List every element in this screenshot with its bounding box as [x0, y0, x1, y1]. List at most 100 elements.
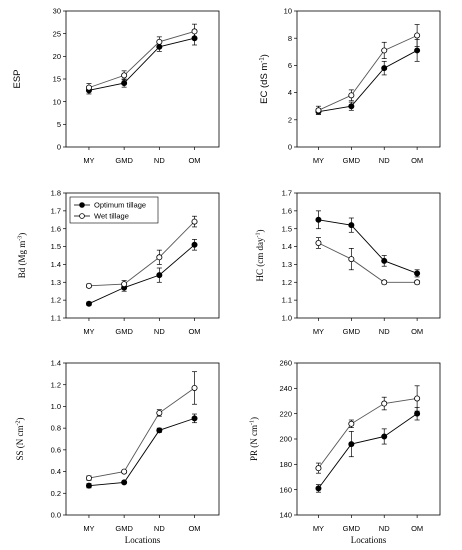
optimum-tillage-data-point [381, 433, 388, 440]
legend-box [69, 196, 159, 224]
wet-tillage-series-line [318, 398, 418, 469]
optimum-tillage-data-point [191, 415, 198, 422]
optimum-tillage-data-point [156, 427, 163, 434]
y-tick-label: 1.7 [282, 189, 292, 198]
x-tick-label: GMD [115, 327, 133, 336]
x-tick-label: MY [83, 524, 94, 533]
y-tick-label: 20 [53, 52, 61, 61]
y-tick-label: 1.2 [51, 380, 61, 389]
optimum-tillage-data-point [121, 479, 128, 486]
y-tick-label: 1.6 [51, 224, 61, 233]
wet-tillage-data-point [348, 256, 355, 263]
wet-tillage-data-point [381, 400, 388, 407]
wet-tillage-data-point [156, 254, 163, 261]
y-axis-label: EC (dS m-1) [259, 54, 270, 104]
optimum-tillage-data-point [381, 257, 388, 264]
legend-label-optimum: Optimum tillage [94, 201, 146, 210]
y-tick-label: 1.0 [51, 402, 61, 411]
plot-frame [65, 192, 220, 319]
wet-tillage-series-line [88, 387, 195, 479]
wet-tillage-series-line [318, 242, 418, 283]
y-tick-label: 10 [284, 7, 292, 16]
y-tick-label: 6 [288, 61, 292, 70]
y-tick-label: 5 [57, 120, 61, 129]
legend-label-wet: Wet tillage [94, 212, 129, 221]
y-axis-label: SS (N cm-2) [15, 417, 25, 460]
optimum-tillage-data-point [315, 216, 322, 223]
chart-panel: 1.1 1.2 1.3 1.4 1.5 1.6 1.7 1.8 MY GMD ND OM Bd (Mg … [17, 189, 220, 336]
plot-frame [296, 10, 441, 148]
optimum-tillage-series-line [318, 219, 418, 274]
wet-tillage-data-point [315, 239, 322, 246]
y-tick-label: 15 [53, 75, 61, 84]
optimum-tillage-series-line [88, 37, 195, 91]
chart-panel: 0 5 10 15 20 25 30 MY GMD ND OM ESP [12, 7, 220, 165]
legend: Optimum tillage Wet tillage [69, 196, 159, 224]
x-tick-label: GMD [343, 524, 361, 533]
y-tick-label: 160 [279, 485, 292, 494]
y-tick-label: 25 [53, 29, 61, 38]
y-tick-label: 4 [288, 88, 292, 97]
y-tick-label: 10 [53, 97, 61, 106]
y-axis-label: ESP [12, 69, 23, 88]
wet-tillage-data-point [414, 32, 421, 39]
y-tick-label: 1.1 [51, 314, 61, 323]
x-tick-label: OM [411, 156, 423, 165]
y-tick-label: 1.8 [51, 189, 61, 198]
y-tick-label: 140 [279, 511, 292, 520]
x-tick-label: MY [313, 156, 324, 165]
optimum-tillage-series-line [88, 244, 195, 305]
y-tick-label: 0.8 [51, 424, 61, 433]
wet-tillage-data-point [191, 218, 198, 225]
wet-tillage-data-point [381, 279, 388, 286]
wet-tillage-data-point [381, 47, 388, 54]
y-tick-label: 1.4 [282, 242, 292, 251]
wet-tillage-data-point [121, 72, 128, 79]
x-tick-label: ND [379, 327, 390, 336]
wet-tillage-data-point [121, 468, 128, 475]
x-tick-label: ND [379, 156, 390, 165]
chart-panel: 140 160 180 200 220 240 260 MY GMD ND OM PR (N cm-1… [249, 359, 441, 533]
x-tick-label: ND [154, 524, 165, 533]
wet-tillage-data-point [414, 395, 421, 402]
chart-panel: 1.0 1.1 1.2 1.3 1.4 1.5 1.6 1.7 MY GMD ND OM HC (cm … [255, 189, 441, 336]
y-tick-label: 180 [279, 460, 292, 469]
x-tick-label: MY [83, 156, 94, 165]
y-tick-label: 260 [279, 359, 292, 368]
y-tick-label: 0.0 [51, 511, 61, 520]
wet-tillage-data-point [315, 107, 322, 114]
x-tick-label: GMD [115, 156, 133, 165]
plot-frame [65, 362, 220, 516]
optimum-tillage-data-point [348, 222, 355, 229]
optimum-tillage-data-point [191, 241, 198, 248]
y-axis-label: HC (cm day-1) [255, 230, 265, 282]
optimum-tillage-data-point [414, 47, 421, 54]
y-tick-label: 1.2 [51, 296, 61, 305]
x-axis-title: Locations [125, 535, 161, 545]
y-tick-label: 0 [288, 143, 292, 152]
chart-panel: 0 2 4 6 8 10 MY GMD ND OM EC (dS m-1) [259, 7, 441, 165]
optimum-tillage-data-point [348, 103, 355, 110]
optimum-tillage-data-point [414, 270, 421, 277]
y-axis-label: PR (N cm-1) [249, 417, 259, 461]
optimum-tillage-data-point [85, 482, 92, 489]
y-tick-label: 240 [279, 384, 292, 393]
wet-tillage-data-point [191, 28, 198, 35]
wet-tillage-data-point [85, 475, 92, 482]
y-tick-label: 220 [279, 409, 292, 418]
x-tick-label: ND [154, 156, 165, 165]
optimum-tillage-series-line [318, 413, 418, 489]
x-tick-label: MY [313, 524, 324, 533]
optimum-tillage-data-point [85, 300, 92, 307]
x-tick-label: OM [411, 524, 423, 533]
chart-panel: 0.0 0.2 0.4 0.6 0.8 1.0 1.2 1.4 MY GMD ND OM SS (N c… [15, 359, 220, 533]
y-tick-label: 30 [53, 7, 61, 16]
y-tick-label: 1.2 [282, 278, 292, 287]
legend-marker [79, 202, 85, 208]
plot-frame [296, 192, 441, 319]
y-tick-label: 1.4 [51, 359, 61, 368]
wet-tillage-data-point [414, 279, 421, 286]
y-tick-label: 1.5 [51, 242, 61, 251]
x-axis-title: Locations [351, 535, 387, 545]
